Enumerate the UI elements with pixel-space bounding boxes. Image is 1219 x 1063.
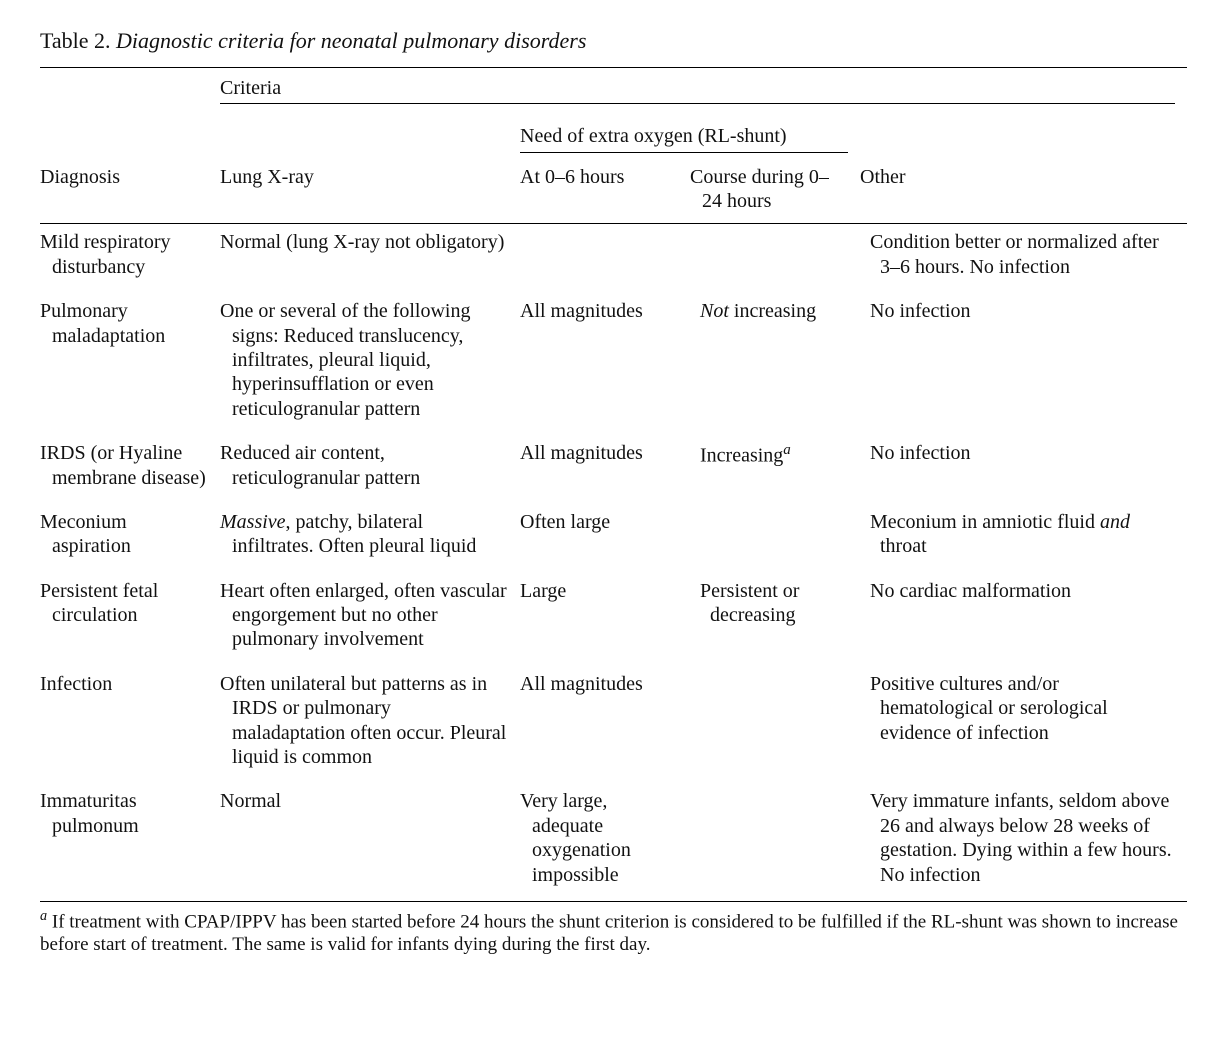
header-need-label: Need of extra oxygen (RL-shunt) xyxy=(520,124,848,152)
cell-other: Very immature infants, seldom above 26 a… xyxy=(860,783,1187,901)
caption-title: Diagnostic criteria for neonatal pulmona… xyxy=(116,28,586,53)
table-row: Meconium aspirationMassive, patchy, bila… xyxy=(40,504,1187,573)
cell-other: Positive cultures and/or hematological o… xyxy=(860,666,1187,784)
cell-diagnosis: Immaturitas pulmonum xyxy=(40,783,220,901)
table-row: Mild respiratory disturbancyNormal (lung… xyxy=(40,224,1187,293)
cell-course: Increasinga xyxy=(690,435,860,504)
header-blank-4 xyxy=(860,118,1187,158)
cell-other: No infection xyxy=(860,435,1187,504)
cell-diagnosis: Pulmonary maladaptation xyxy=(40,293,220,435)
cell-xray: Normal xyxy=(220,783,520,901)
table-row: InfectionOften unilateral but patterns a… xyxy=(40,666,1187,784)
caption-label: Table 2. xyxy=(40,28,111,53)
cell-course: Not increasing xyxy=(690,293,860,435)
page: Table 2. Diagnostic criteria for neonata… xyxy=(0,0,1219,1063)
table-row: Immaturitas pulmonumNormalVery large, ad… xyxy=(40,783,1187,901)
cell-at06: All magnitudes xyxy=(520,435,690,504)
cell-diagnosis: Meconium aspiration xyxy=(40,504,220,573)
footnote-marker: a xyxy=(40,908,47,924)
cell-diagnosis: Persistent fetal circulation xyxy=(40,573,220,666)
cell-other: Meconium in amniotic fluid and throat xyxy=(860,504,1187,573)
cell-at06: All magnitudes xyxy=(520,293,690,435)
cell-other: No infection xyxy=(860,293,1187,435)
col-course: Course during 0–24 hours xyxy=(690,159,860,224)
cell-diagnosis: IRDS (or Hyaline membrane disease) xyxy=(40,435,220,504)
cell-xray: One or several of the following signs: R… xyxy=(220,293,520,435)
footnote-text: If treatment with CPAP/IPPV has been sta… xyxy=(40,911,1178,955)
cell-at06: Very large, adequate oxygenation impossi… xyxy=(520,783,690,901)
cell-xray: Reduced air content, reticulogranular pa… xyxy=(220,435,520,504)
col-xray: Lung X-ray xyxy=(220,159,520,224)
cell-at06: Often large xyxy=(520,504,690,573)
col-other: Other xyxy=(860,159,1187,224)
cell-course xyxy=(690,666,860,784)
cell-course xyxy=(690,224,860,293)
cell-at06: All magnitudes xyxy=(520,666,690,784)
col-at06: At 0–6 hours xyxy=(520,159,690,224)
diagnostic-table: Criteria Need of extra oxygen (RL-shunt)… xyxy=(40,67,1187,901)
table-caption: Table 2. Diagnostic criteria for neonata… xyxy=(40,28,1187,55)
header-blank-3 xyxy=(220,118,520,158)
col-diagnosis: Diagnosis xyxy=(40,159,220,224)
cell-diagnosis: Mild respiratory disturbancy xyxy=(40,224,220,293)
cell-xray: Often unilateral but patterns as in IRDS… xyxy=(220,666,520,784)
cell-course xyxy=(690,504,860,573)
cell-xray: Heart often enlarged, often vascular eng… xyxy=(220,573,520,666)
cell-xray: Massive, patchy, bilateral infiltrates. … xyxy=(220,504,520,573)
footnote: a If treatment with CPAP/IPPV has been s… xyxy=(40,908,1187,957)
table-row: Persistent fetal circulationHeart often … xyxy=(40,573,1187,666)
header-criteria: Criteria xyxy=(220,67,1187,118)
cell-course: Persistent or decreasing xyxy=(690,573,860,666)
header-criteria-label: Criteria xyxy=(220,76,1175,104)
header-blank-1 xyxy=(40,67,220,118)
cell-other: No cardiac malformation xyxy=(860,573,1187,666)
header-need-oxygen: Need of extra oxygen (RL-shunt) xyxy=(520,118,860,158)
cell-at06 xyxy=(520,224,690,293)
cell-course xyxy=(690,783,860,901)
cell-xray: Normal (lung X-ray not obligatory) xyxy=(220,224,520,293)
table-row: IRDS (or Hyaline membrane disease)Reduce… xyxy=(40,435,1187,504)
cell-other: Condition better or normalized after 3–6… xyxy=(860,224,1187,293)
table-body: Mild respiratory disturbancyNormal (lung… xyxy=(40,224,1187,901)
table-row: Pulmonary maladaptationOne or several of… xyxy=(40,293,1187,435)
cell-at06: Large xyxy=(520,573,690,666)
cell-diagnosis: Infection xyxy=(40,666,220,784)
header-blank-2 xyxy=(40,118,220,158)
